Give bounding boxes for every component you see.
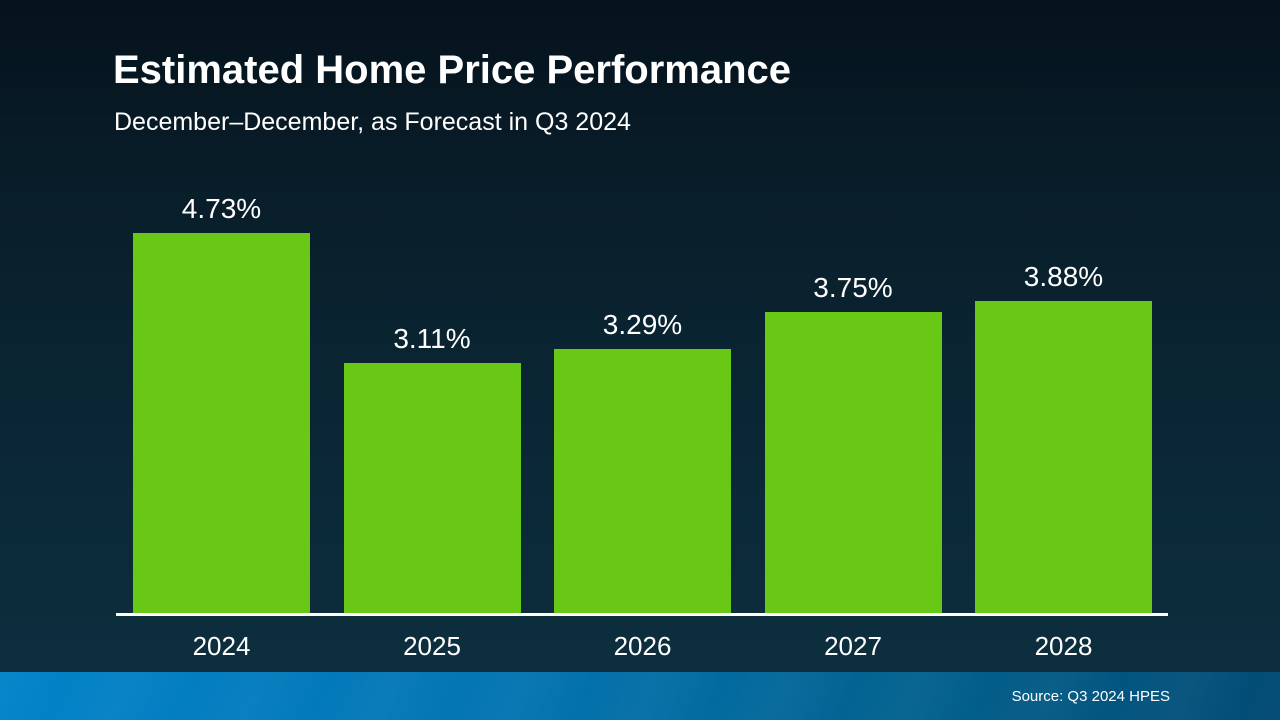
bar-group-2024: 4.73%: [133, 193, 310, 613]
x-axis-label-2028: 2028: [1034, 631, 1093, 661]
x-axis-label-2024: 2024: [192, 631, 251, 661]
bar-value-label: 3.88%: [1023, 261, 1104, 292]
bar-value-label: 3.75%: [813, 272, 893, 303]
bar-2026: [554, 349, 731, 613]
x-axis-label-2027: 2027: [824, 631, 882, 661]
bar-2024: [133, 233, 310, 613]
bar-2027: [764, 312, 942, 613]
bar-value-label: 4.73%: [181, 193, 262, 224]
source-attribution: Source: Q3 2024 HPES: [1011, 687, 1170, 705]
footer-band: Source: Q3 2024 HPES: [0, 672, 1280, 720]
bar-value-label: 3.29%: [602, 309, 683, 340]
bar-group-2025: 3.11%: [343, 323, 521, 613]
plot-area: 4.73% 3.11% 3.29% 3.75% 3.88%: [133, 0, 1152, 613]
bar-2025: [343, 363, 521, 613]
bar-group-2028: 3.88%: [975, 261, 1152, 613]
x-axis-label-2025: 2025: [403, 631, 461, 661]
chart-subtitle: December–December, as Forecast in Q3 202…: [114, 108, 631, 136]
chart-title: Estimated Home Price Performance: [113, 48, 792, 92]
bar-2028: [975, 301, 1152, 613]
bar-group-2026: 3.29%: [554, 309, 731, 613]
x-axis-label-2026: 2026: [613, 631, 672, 661]
x-axis-labels: 2024 2025 2026 2027 2028: [133, 631, 1152, 662]
x-axis-line: [116, 613, 1168, 616]
bar-value-label: 3.11%: [393, 323, 471, 354]
bar-group-2027: 3.75%: [764, 272, 942, 613]
